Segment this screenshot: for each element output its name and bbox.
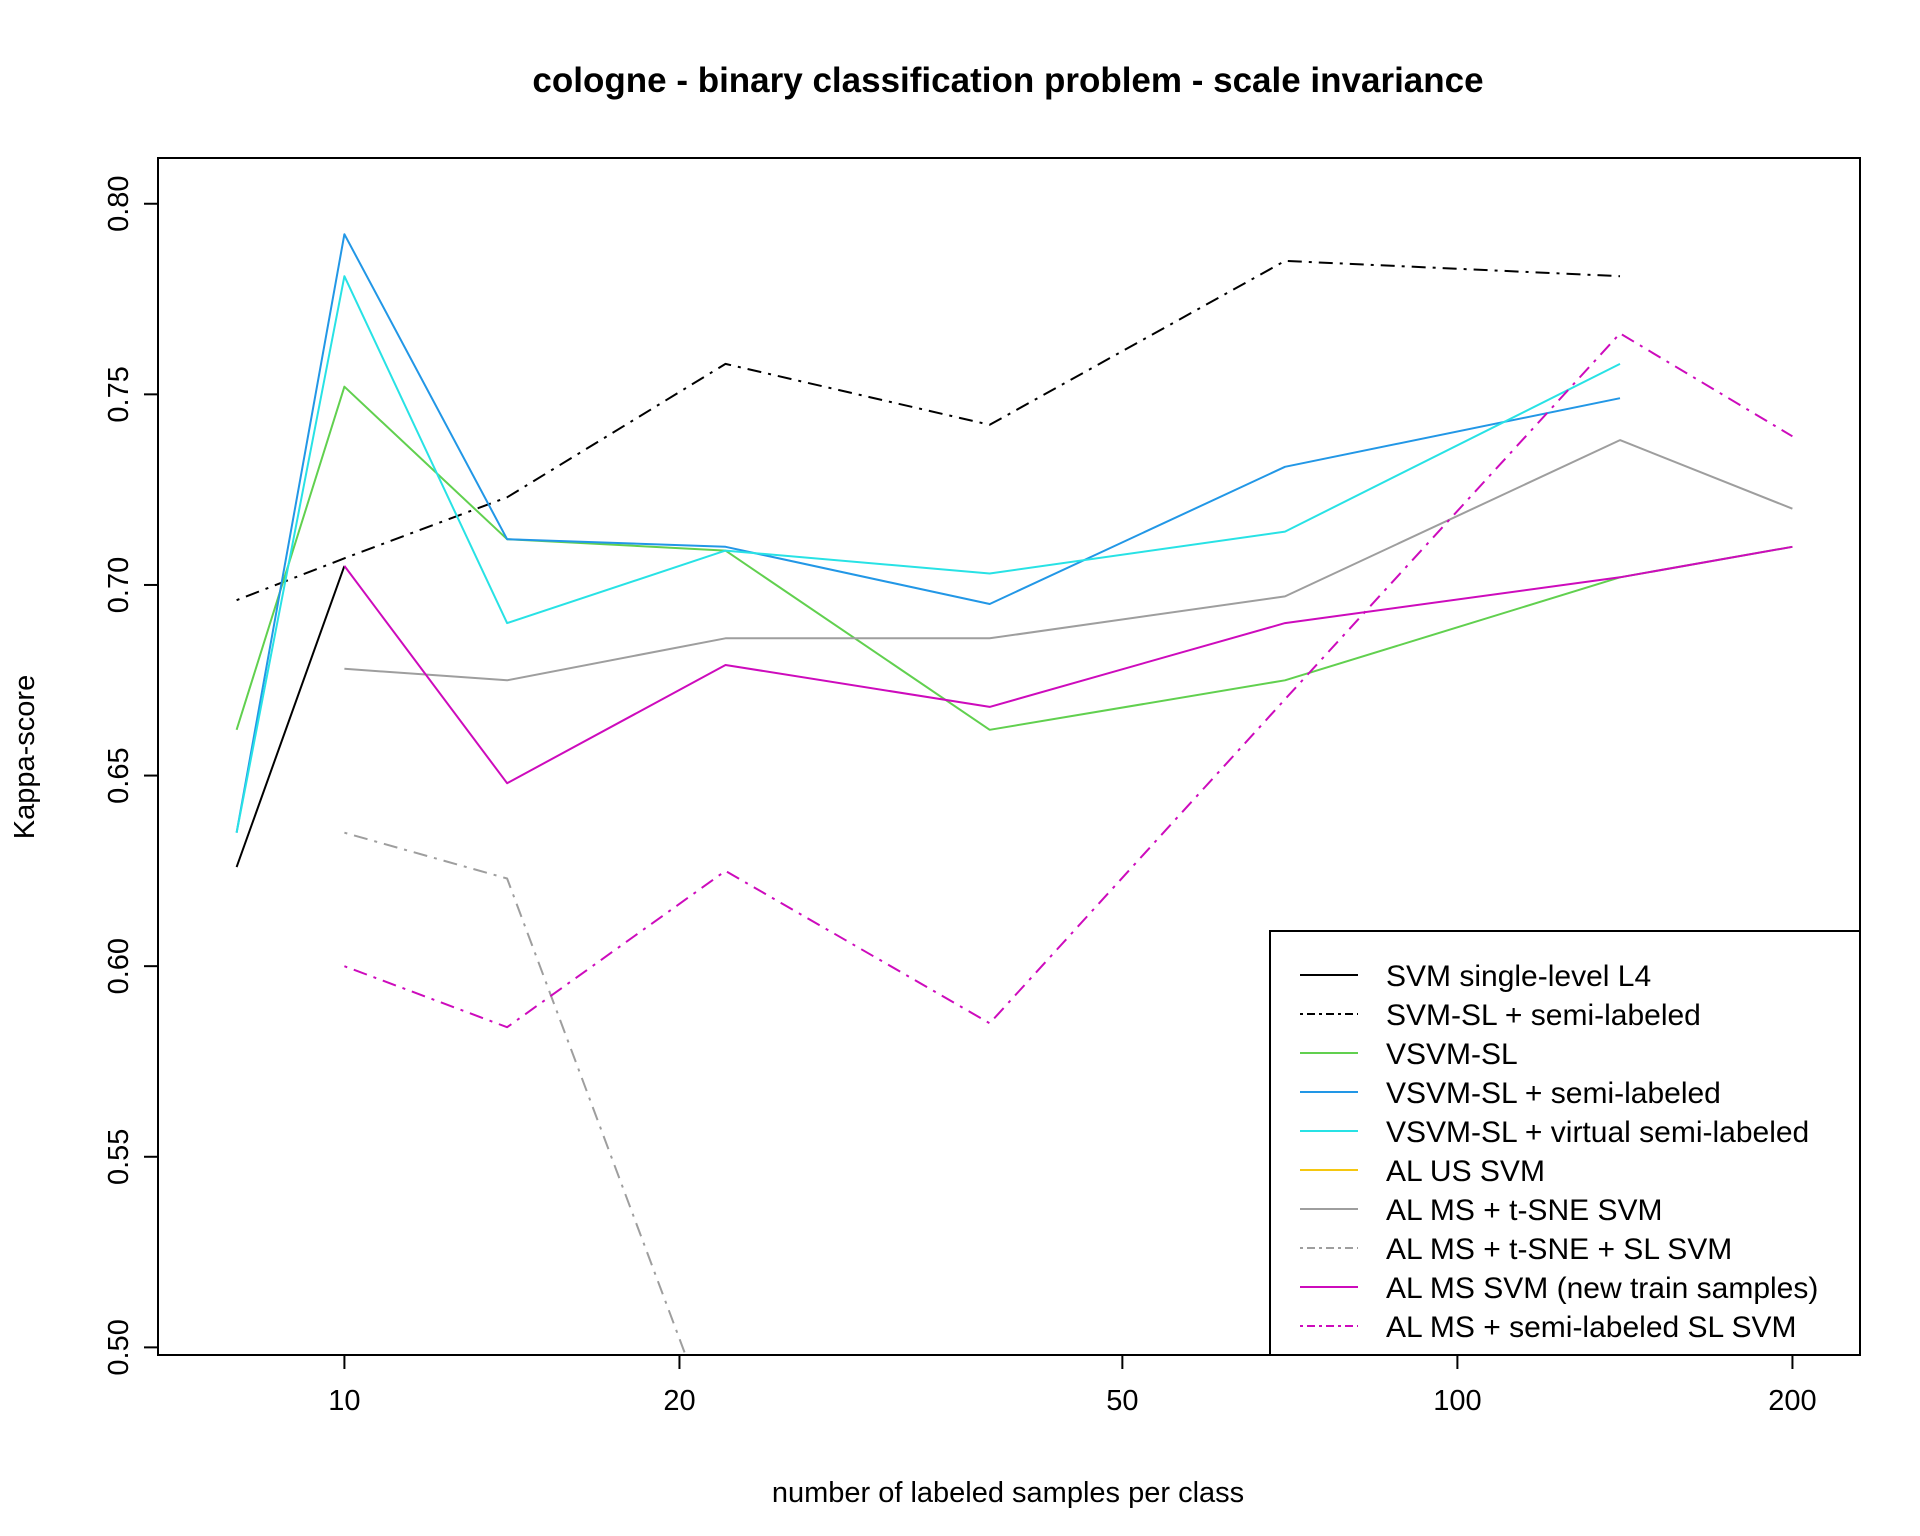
series-line-5 (235, 275, 1621, 833)
legend-label: AL MS + t-SNE SVM (1386, 1194, 1662, 1227)
legend-label: SVM-SL + semi-labeled (1386, 999, 1701, 1032)
x-tick-label: 20 (663, 1385, 695, 1417)
legend-label: VSVM-SL + virtual semi-labeled (1386, 1116, 1809, 1149)
legend-label: VSVM-SL (1386, 1038, 1518, 1071)
legend-label: VSVM-SL + semi-labeled (1386, 1077, 1721, 1110)
series-line-7 (344, 439, 1793, 682)
legend-box (1269, 930, 1861, 1356)
y-tick-label: 0.65 (103, 747, 135, 803)
x-axis-label: number of labeled samples per class (772, 1477, 1244, 1509)
legend-label: SVM single-level L4 (1386, 960, 1651, 993)
y-tick-label: 0.55 (103, 1129, 135, 1185)
series-line-4 (235, 233, 1621, 833)
y-axis-label: Kappa-score (9, 675, 41, 839)
series-line-9 (343, 545, 1793, 785)
x-axis: 10 20 50 100 200 (328, 1354, 1817, 1417)
x-tick-label: 100 (1433, 1385, 1481, 1417)
y-tick-label: 0.50 (103, 1319, 135, 1375)
series-line-8 (344, 831, 687, 1355)
x-tick-label: 200 (1768, 1385, 1816, 1417)
legend-label: AL MS + t-SNE + SL SVM (1386, 1233, 1732, 1266)
y-tick-label: 0.75 (103, 366, 135, 422)
x-tick-label: 10 (328, 1385, 360, 1417)
series-lines (235, 233, 1793, 1355)
series-line-2 (236, 259, 1621, 602)
series-line-10 (344, 332, 1793, 1029)
y-tick-label: 0.60 (103, 938, 135, 994)
legend-label: AL MS + semi-labeled SL SVM (1386, 1311, 1796, 1344)
series-line-1 (235, 565, 346, 868)
legend-label: AL US SVM (1386, 1155, 1545, 1188)
legend: SVM single-level L4 SVM-SL + semi-labeled… (1269, 930, 1861, 1356)
y-tick-label: 0.70 (103, 557, 135, 613)
legend-label: AL MS SVM (new train samples) (1386, 1272, 1818, 1305)
y-tick-label: 0.80 (103, 175, 135, 231)
y-axis: 0.50 0.55 0.60 0.65 0.70 0.75 0.80 (103, 175, 159, 1376)
chart-title: cologne - binary classification problem … (532, 61, 1483, 100)
x-tick-label: 50 (1106, 1385, 1138, 1417)
series-line-3 (235, 385, 1793, 731)
